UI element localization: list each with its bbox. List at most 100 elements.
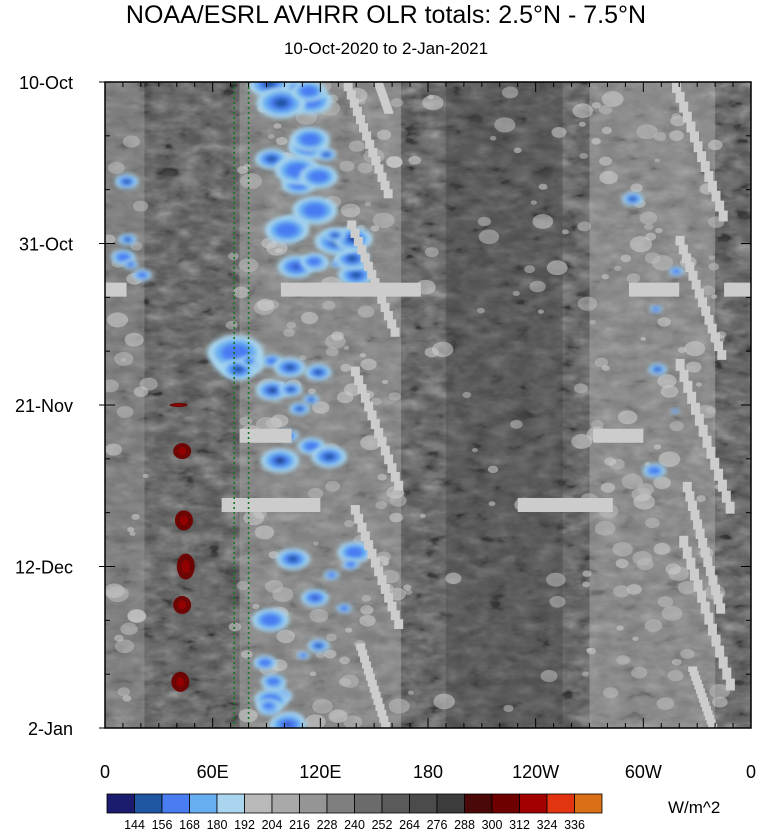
olr-level-168 <box>244 358 254 364</box>
olr-speckle <box>228 622 242 632</box>
olr-speckle <box>255 416 277 433</box>
olr-speckle <box>658 451 681 467</box>
olr-level-156 <box>123 179 131 184</box>
missing-data <box>716 603 726 614</box>
missing-data <box>371 691 381 699</box>
missing-data <box>358 649 368 657</box>
missing-data <box>379 97 389 101</box>
olr-speckle <box>114 634 124 642</box>
convection-cell <box>323 570 340 580</box>
convection-cell <box>260 448 300 473</box>
missing-data <box>704 170 714 182</box>
olr-speckle <box>264 579 284 593</box>
colorbar-label: 204 <box>262 818 283 830</box>
olr-speckle <box>599 156 613 166</box>
colorbar-label: 156 <box>152 818 173 830</box>
missing-data <box>714 468 724 481</box>
olr-speckle <box>655 227 663 234</box>
missing-data <box>707 623 717 636</box>
y-tick-label: 2-Jan <box>28 719 73 739</box>
olr-speckle <box>640 336 647 341</box>
olr-speckle <box>424 347 439 358</box>
missing-data <box>703 710 713 716</box>
olr-speckle <box>326 633 337 642</box>
olr-speckle <box>709 683 731 699</box>
olr-speckle <box>513 147 522 154</box>
olr-speckle <box>529 280 546 293</box>
olr-speckle <box>424 247 439 258</box>
olr-speckle <box>653 444 662 450</box>
olr-speckle <box>643 223 654 231</box>
olr-speckle <box>667 669 684 682</box>
olr-speckle <box>503 704 514 713</box>
missing-data <box>675 235 685 246</box>
convection-cell <box>296 651 310 660</box>
olr-speckle <box>312 401 330 414</box>
olr-speckle <box>308 388 316 395</box>
missing-data <box>380 445 390 456</box>
olr-speckle <box>233 286 250 299</box>
missing-data <box>700 547 710 558</box>
missing-data <box>688 270 698 281</box>
olr-speckle <box>656 697 675 711</box>
colorbar-swatch <box>491 793 520 814</box>
missing-data <box>376 88 386 92</box>
olr-speckle <box>630 183 643 193</box>
missing-data <box>375 703 385 711</box>
olr-speckle <box>653 132 667 141</box>
missing-data <box>383 108 393 112</box>
high-olr-core <box>176 676 185 687</box>
olr-speckle <box>571 433 593 449</box>
colorbar-swatch <box>106 793 135 814</box>
band-dry-pacific <box>445 82 563 728</box>
olr-speckle <box>616 625 624 631</box>
colorbar-label: 192 <box>234 818 255 830</box>
olr-speckle <box>488 501 496 507</box>
olr-speckle <box>501 86 519 99</box>
convection-cell <box>257 698 280 713</box>
missing-data <box>711 584 721 595</box>
convection-cell <box>670 408 680 414</box>
olr-level-168 <box>261 614 280 626</box>
missing-data <box>368 147 378 158</box>
olr-speckle <box>604 457 617 466</box>
convection-cell <box>273 357 307 378</box>
olr-speckle <box>631 666 648 679</box>
olr-speckle <box>657 596 674 608</box>
olr-level-168 <box>117 253 130 262</box>
olr-speckle <box>494 117 516 133</box>
olr-speckle <box>591 102 602 109</box>
missing-data <box>359 123 369 133</box>
olr-speckle <box>142 473 149 478</box>
convection-cell <box>621 192 644 206</box>
olr-speckle <box>598 104 613 115</box>
colorbar-swatch <box>271 793 300 814</box>
olr-speckle <box>708 255 716 261</box>
olr-speckle <box>626 273 641 283</box>
missing-data <box>374 566 384 577</box>
olr-speckle <box>669 420 684 432</box>
missing-data <box>707 323 717 334</box>
missing-data <box>374 164 384 174</box>
missing-data <box>394 619 404 630</box>
convection-cell <box>336 603 353 614</box>
colorbar-swatch <box>299 793 328 814</box>
missing-data <box>354 375 364 386</box>
colorbar-label: 312 <box>509 818 530 830</box>
missing-data <box>362 131 372 141</box>
olr-speckle <box>685 361 702 373</box>
missing-data <box>689 131 699 143</box>
convection-cell <box>642 463 667 479</box>
olr-speckle <box>385 155 403 168</box>
olr-speckle <box>276 136 288 146</box>
olr-speckle <box>654 158 661 163</box>
olr-level-156 <box>331 233 338 238</box>
missing-data <box>715 200 725 212</box>
y-tick-label: 10-Oct <box>19 73 73 93</box>
missing-data <box>682 481 692 493</box>
missing-data <box>370 419 380 430</box>
olr-speckle <box>340 203 361 218</box>
olr-level-156 <box>350 271 362 279</box>
x-tick-label: 0 <box>100 762 110 782</box>
colorbar-swatch <box>216 793 245 814</box>
